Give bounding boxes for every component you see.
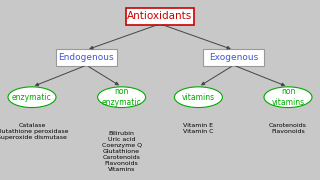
Text: vitamins: vitamins [182, 93, 215, 102]
Text: Carotenoids
Flavonoids: Carotenoids Flavonoids [269, 123, 307, 134]
Text: Exogenous: Exogenous [209, 53, 258, 62]
Text: Catalase
Glutathione peroxidase
Superoxide dismutase: Catalase Glutathione peroxidase Superoxi… [0, 123, 69, 140]
Ellipse shape [174, 87, 222, 108]
Text: enzymatic: enzymatic [12, 93, 52, 102]
Text: Endogenous: Endogenous [59, 53, 114, 62]
Text: Antioxidants: Antioxidants [127, 11, 193, 21]
FancyBboxPatch shape [203, 49, 264, 66]
FancyBboxPatch shape [126, 8, 194, 25]
Text: non
enzymatic: non enzymatic [102, 87, 141, 107]
Ellipse shape [98, 87, 146, 108]
Ellipse shape [8, 87, 56, 108]
Ellipse shape [264, 87, 312, 108]
Text: non
vitamins: non vitamins [271, 87, 305, 107]
Text: Bilirubin
Uric acid
Coenzyme Q
Glutathione
Carotenoids
Flavonoids
Vitamins: Bilirubin Uric acid Coenzyme Q Glutathio… [101, 131, 142, 172]
FancyBboxPatch shape [56, 49, 117, 66]
Text: Vitamin E
Vitamin C: Vitamin E Vitamin C [183, 123, 214, 134]
